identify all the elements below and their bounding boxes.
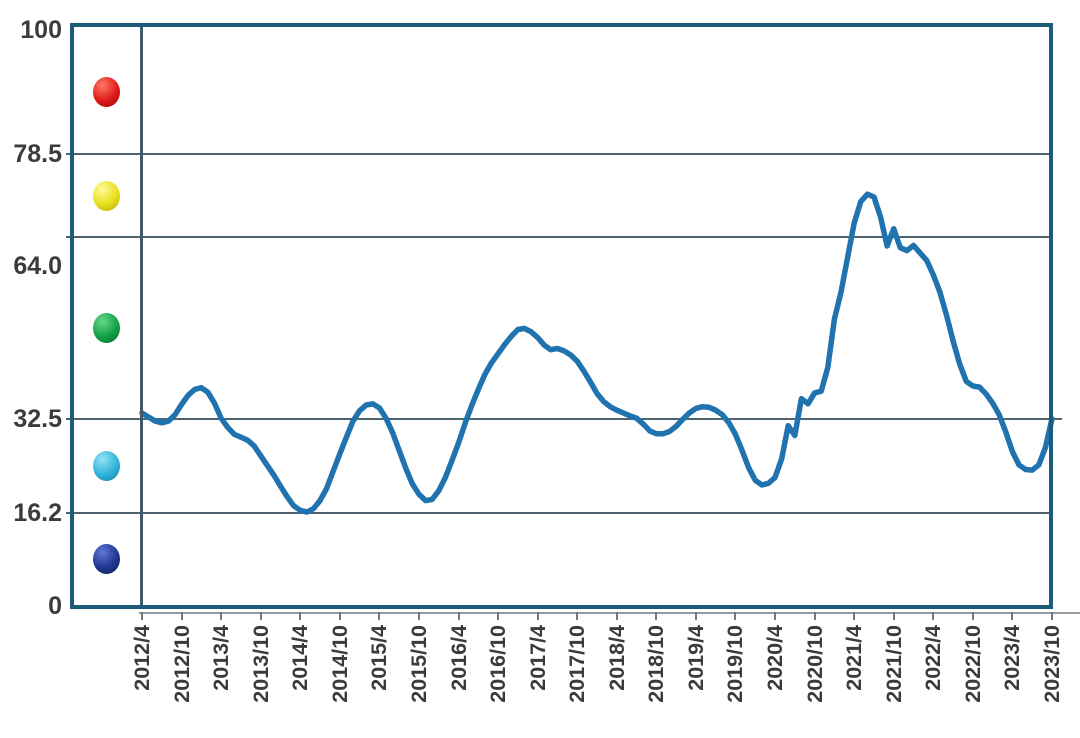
level-ball-yellow xyxy=(93,180,120,211)
threshold-gridline xyxy=(66,236,1052,239)
x-axis-tick xyxy=(1011,612,1014,620)
y-axis-label: 32.5 xyxy=(13,404,62,433)
series-line xyxy=(139,191,1055,515)
x-axis-tick xyxy=(536,612,539,620)
threshold-gridline xyxy=(66,152,1052,155)
x-axis-tick xyxy=(615,612,618,620)
y-axis-label: 0 xyxy=(48,592,62,620)
x-axis-tick xyxy=(774,612,777,620)
x-axis-tick xyxy=(694,612,697,620)
x-axis-tick xyxy=(457,612,460,620)
x-axis-tick xyxy=(417,612,420,620)
x-axis-tick xyxy=(971,612,974,620)
y-axis-label: 64.0 xyxy=(13,252,62,281)
x-axis-tick xyxy=(497,612,500,620)
x-axis-tick xyxy=(259,612,262,620)
sidebar-plot-divider xyxy=(140,23,143,609)
level-ball-red xyxy=(93,76,120,107)
x-axis-tick xyxy=(180,612,183,620)
x-axis-tick xyxy=(734,612,737,620)
x-axis-tick xyxy=(338,612,341,620)
x-axis-tick xyxy=(141,612,143,620)
x-axis-tick xyxy=(932,612,935,620)
y-axis-label: 100 xyxy=(20,16,62,44)
x-axis-tick xyxy=(1051,612,1053,620)
level-ball-cyan xyxy=(93,450,120,481)
level-ball-green xyxy=(93,313,120,344)
x-axis-tick xyxy=(576,612,579,620)
level-ball-navy xyxy=(93,544,120,575)
x-axis-tick xyxy=(378,612,381,620)
threshold-gridline xyxy=(66,417,1062,420)
threshold-gridline xyxy=(66,511,1052,514)
x-axis-baseline xyxy=(139,612,1080,614)
x-axis-tick xyxy=(853,612,856,620)
x-axis-tick xyxy=(220,612,223,620)
x-axis-tick xyxy=(892,612,895,620)
y-axis-label: 78.5 xyxy=(13,139,62,168)
x-axis-tick xyxy=(655,612,658,620)
y-axis-label: 16.2 xyxy=(13,498,62,527)
x-axis-tick xyxy=(299,612,302,620)
x-axis-tick xyxy=(813,612,816,620)
